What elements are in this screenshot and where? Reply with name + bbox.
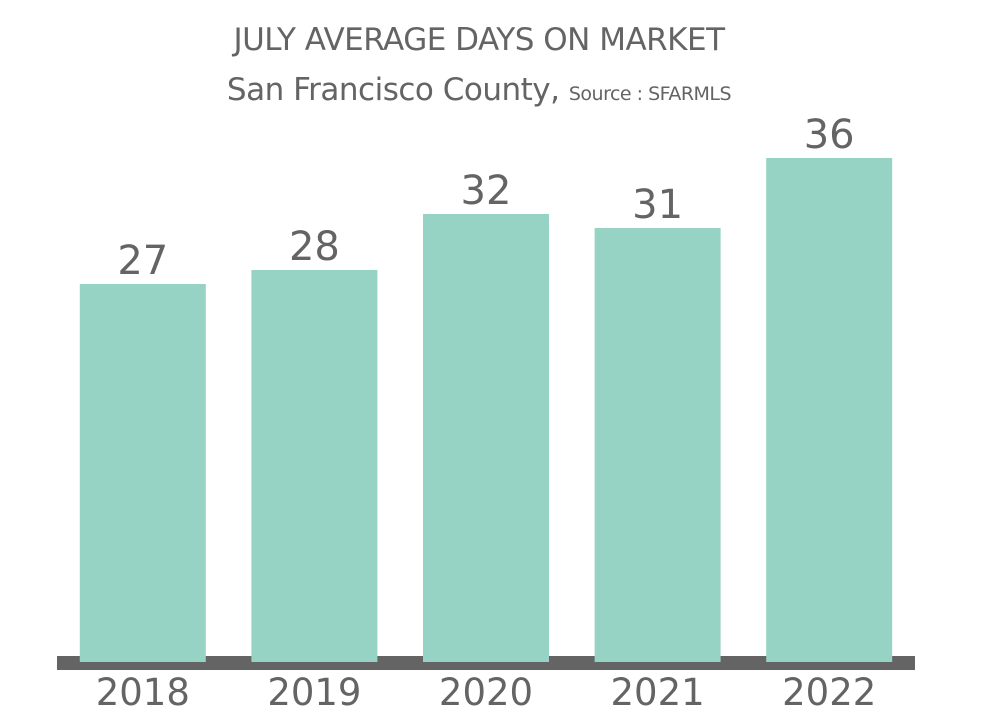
x-tick-label-2021: 2021 — [611, 671, 705, 714]
data-label-2021: 31 — [632, 182, 683, 228]
x-tick-label-2020: 2020 — [439, 671, 533, 714]
x-tick-label-2019: 2019 — [267, 671, 361, 714]
data-label-2019: 28 — [289, 224, 340, 270]
data-label-2018: 27 — [117, 238, 168, 284]
x-tick-label-2022: 2022 — [782, 671, 876, 714]
subtitle-county: San Francisco County, — [226, 72, 560, 108]
chart-title: JULY AVERAGE DAYS ON MARKET — [233, 22, 725, 58]
chart-subtitle: San Francisco County, Source : SFARMLS — [0, 72, 958, 108]
bar-2018 — [79, 284, 206, 662]
x-tick-label-2018: 2018 — [96, 671, 190, 714]
bar-2019 — [251, 270, 378, 662]
bar-2021 — [594, 228, 721, 662]
chart-source: Source : SFARMLS — [568, 83, 732, 105]
bar-2020 — [423, 214, 549, 662]
data-label-2020: 32 — [461, 168, 512, 214]
bar-2022 — [766, 158, 893, 662]
data-label-2022: 36 — [804, 112, 855, 158]
